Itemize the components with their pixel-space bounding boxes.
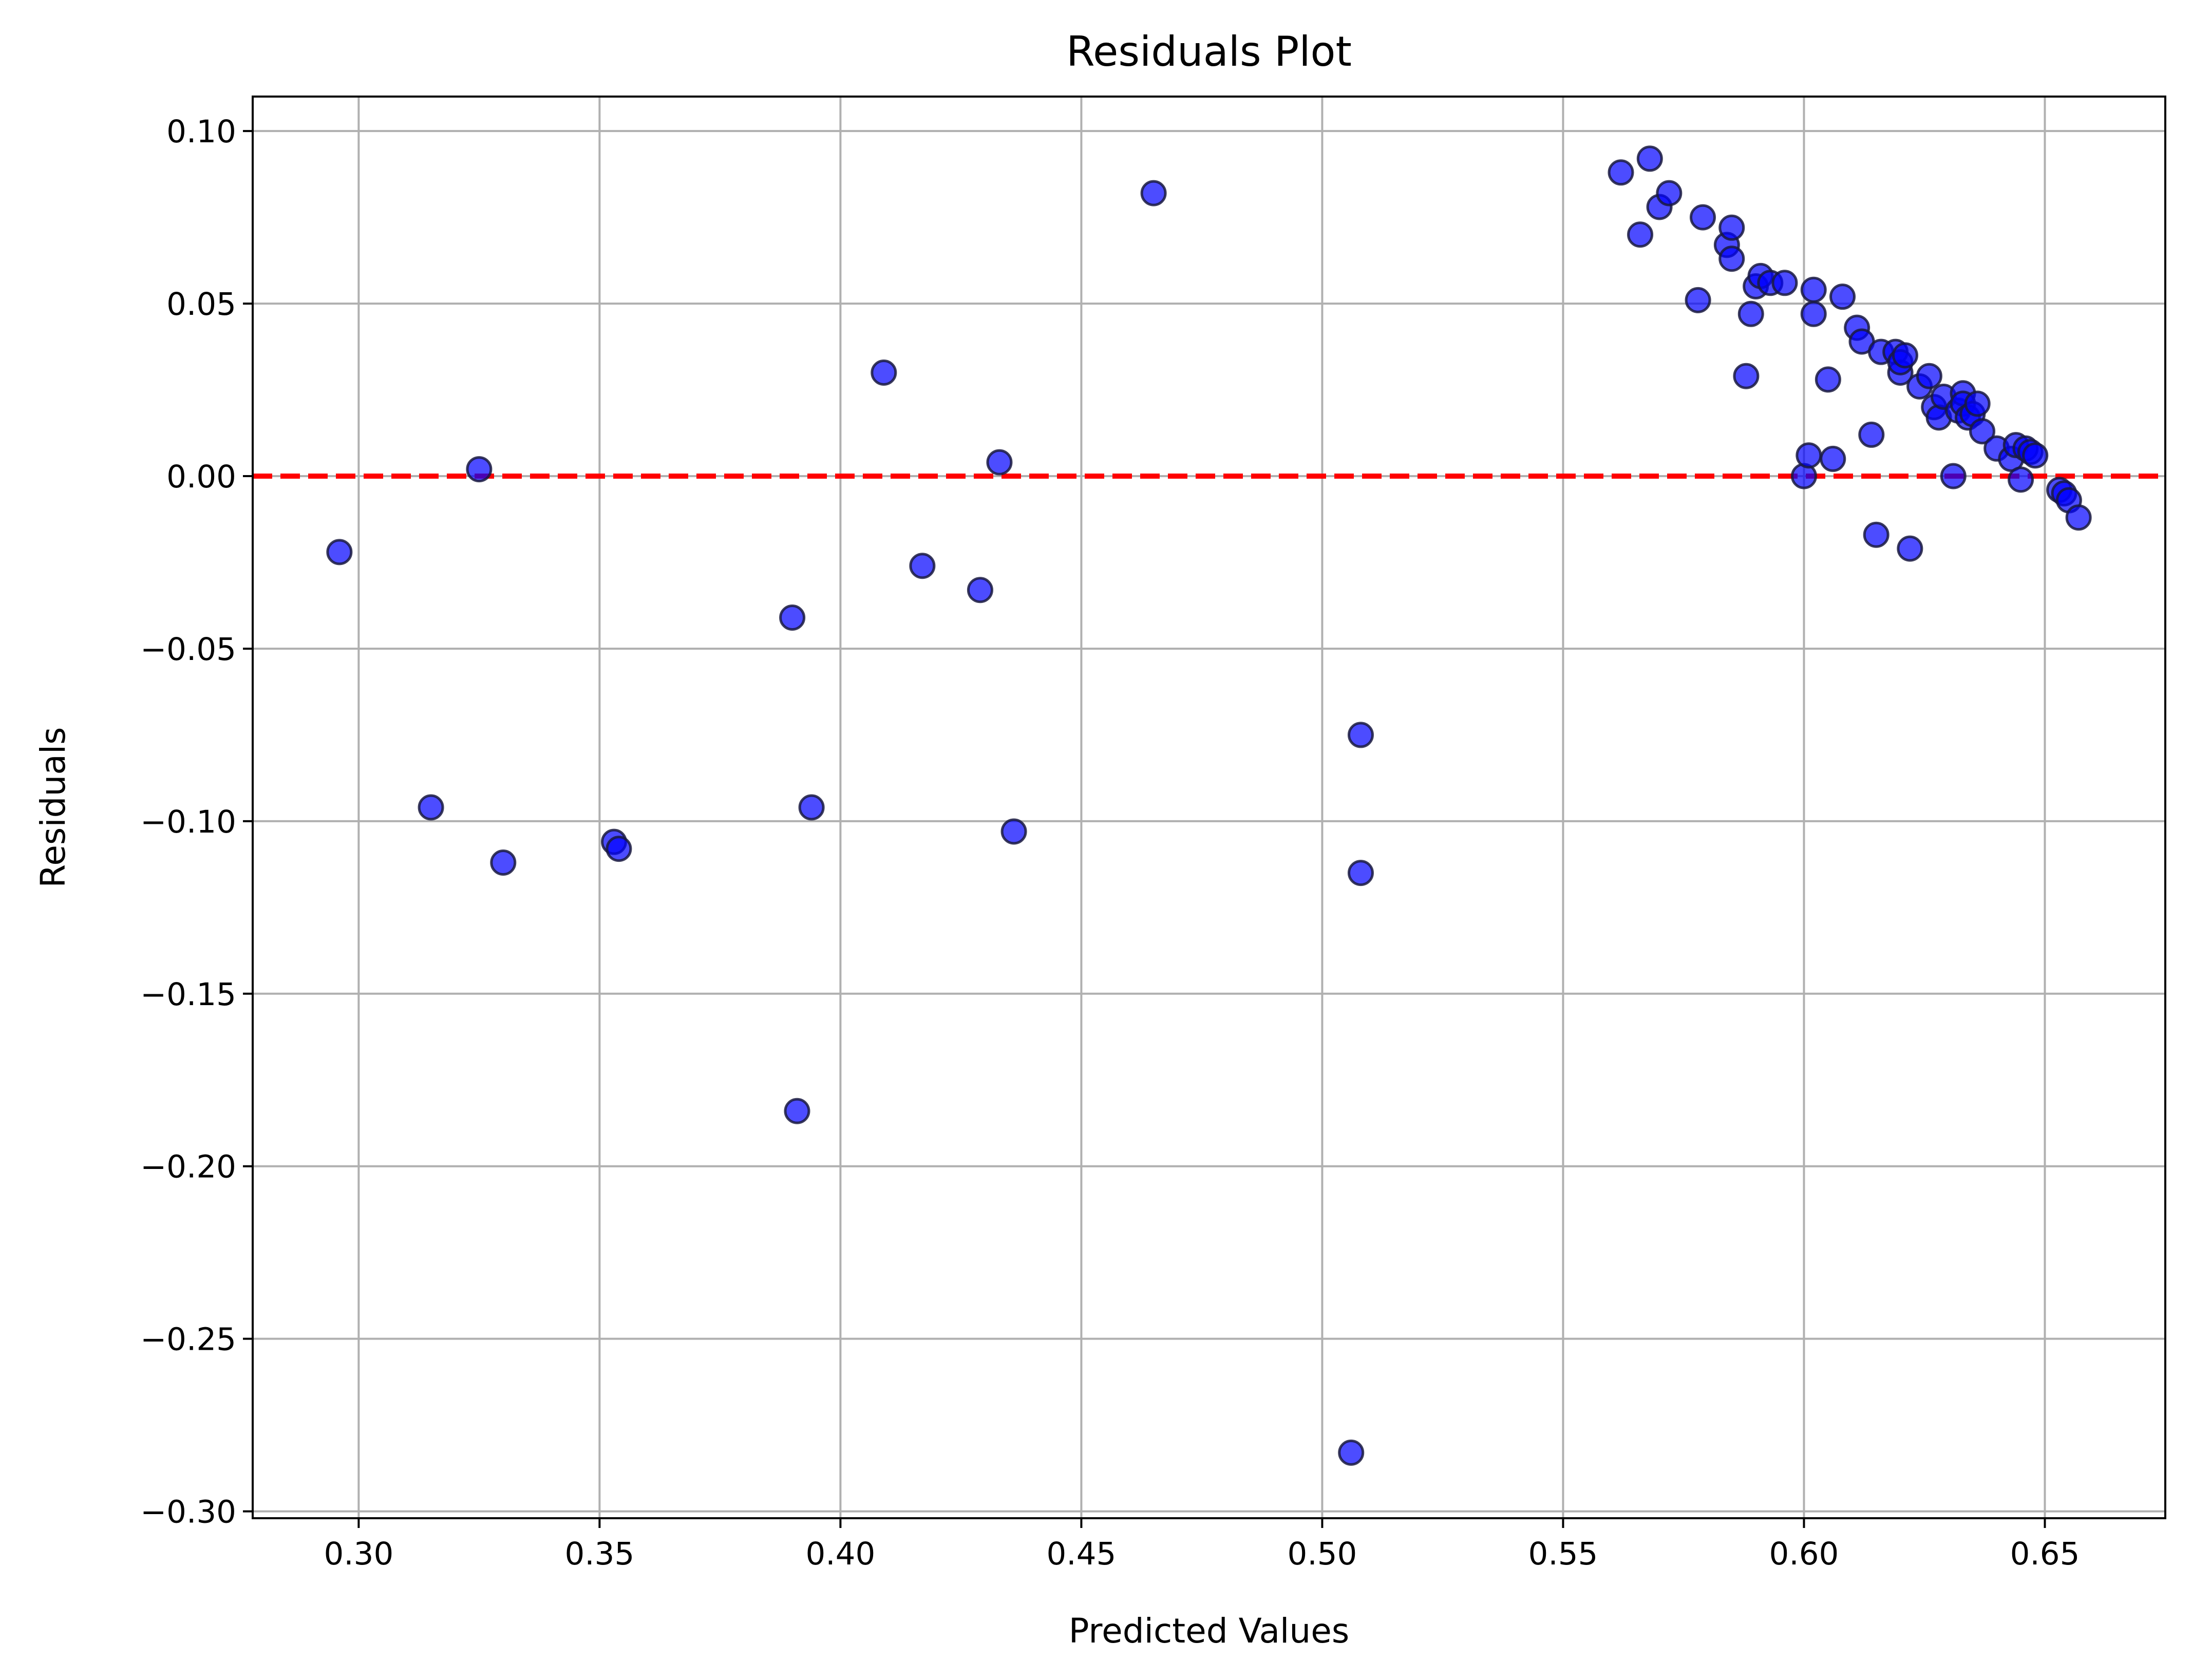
scatter-point — [1800, 300, 1827, 327]
scatter-point — [986, 449, 1013, 476]
scatter-point — [326, 539, 353, 565]
axis-ticks: 0.30 0.35 0.40 0.45 0.50 0.55 0.60 0.65 0.10 0.05… — [140, 114, 2080, 1572]
x-tick-label: 0.50 — [1288, 1536, 1357, 1572]
scatter-point — [909, 553, 936, 579]
plot-frame — [252, 96, 2166, 1519]
scatter-point — [1718, 214, 1745, 241]
scatter-point — [1718, 246, 1745, 272]
y-tick-label: −0.20 — [140, 1149, 236, 1185]
scatter-point — [1771, 270, 1798, 296]
scatter-point — [1916, 363, 1942, 389]
y-tick-label: −0.25 — [140, 1322, 236, 1358]
scatter-point — [1689, 204, 1716, 231]
scatter-point — [1737, 300, 1764, 327]
scatter-point — [1940, 463, 1967, 489]
scatter-point — [2008, 466, 2034, 493]
y-tick-label: 0.00 — [166, 459, 236, 495]
scatter-point — [1858, 421, 1885, 448]
scatter-point — [1969, 418, 1996, 445]
scatter-point — [1608, 159, 1634, 186]
scatter-point — [967, 577, 993, 603]
scatter-point — [1815, 366, 1841, 393]
scatter-point — [798, 794, 825, 821]
scatter-points — [326, 145, 2092, 1466]
scatter-point — [779, 604, 806, 631]
scatter-point — [1636, 145, 1663, 172]
x-tick-label: 0.65 — [2010, 1536, 2080, 1572]
scatter-point — [1829, 284, 1856, 310]
scatter-point — [1140, 180, 1167, 206]
x-axis-title: Predicted Values — [1069, 1611, 1349, 1651]
scatter-point — [1347, 860, 1374, 886]
scatter-point — [490, 849, 517, 876]
scatter-point — [1800, 276, 1827, 303]
y-tick-label: −0.05 — [140, 631, 236, 668]
scatter-point — [1627, 221, 1654, 248]
x-tick-label: 0.45 — [1047, 1536, 1117, 1572]
x-tick-label: 0.30 — [324, 1536, 393, 1572]
scatter-point — [2022, 442, 2049, 469]
scatter-point — [1820, 445, 1846, 472]
scatter-point — [1892, 342, 1918, 369]
scatter-point — [606, 836, 632, 862]
x-tick-label: 0.55 — [1528, 1536, 1598, 1572]
y-tick-label: −0.30 — [140, 1494, 236, 1531]
x-tick-label: 0.40 — [805, 1536, 875, 1572]
scatter-point — [1656, 180, 1683, 206]
scatter-point — [1964, 390, 1991, 417]
x-tick-label: 0.60 — [1769, 1536, 1839, 1572]
x-tick-label: 0.35 — [564, 1536, 634, 1572]
scatter-point — [1347, 722, 1374, 748]
scatter-point — [1796, 442, 1822, 469]
scatter-point — [1863, 521, 1889, 548]
y-tick-label: −0.15 — [140, 976, 236, 1013]
scatter-point — [1897, 535, 1923, 562]
y-tick-label: 0.05 — [166, 286, 236, 323]
scatter-point — [1733, 363, 1760, 389]
y-tick-label: 0.10 — [166, 114, 236, 150]
y-tick-label: −0.10 — [140, 804, 236, 840]
scatter-point — [1685, 287, 1711, 313]
y-axis-title: Residuals — [33, 727, 73, 888]
scatter-point — [871, 359, 897, 386]
scatter-point — [466, 456, 493, 483]
scatter-point — [418, 794, 444, 821]
scatter-point — [784, 1098, 810, 1124]
scatter-point — [1338, 1439, 1365, 1466]
scatter-point — [2065, 504, 2092, 531]
chart-title: Residuals Plot — [1066, 28, 1352, 75]
scatter-point — [1000, 818, 1027, 845]
